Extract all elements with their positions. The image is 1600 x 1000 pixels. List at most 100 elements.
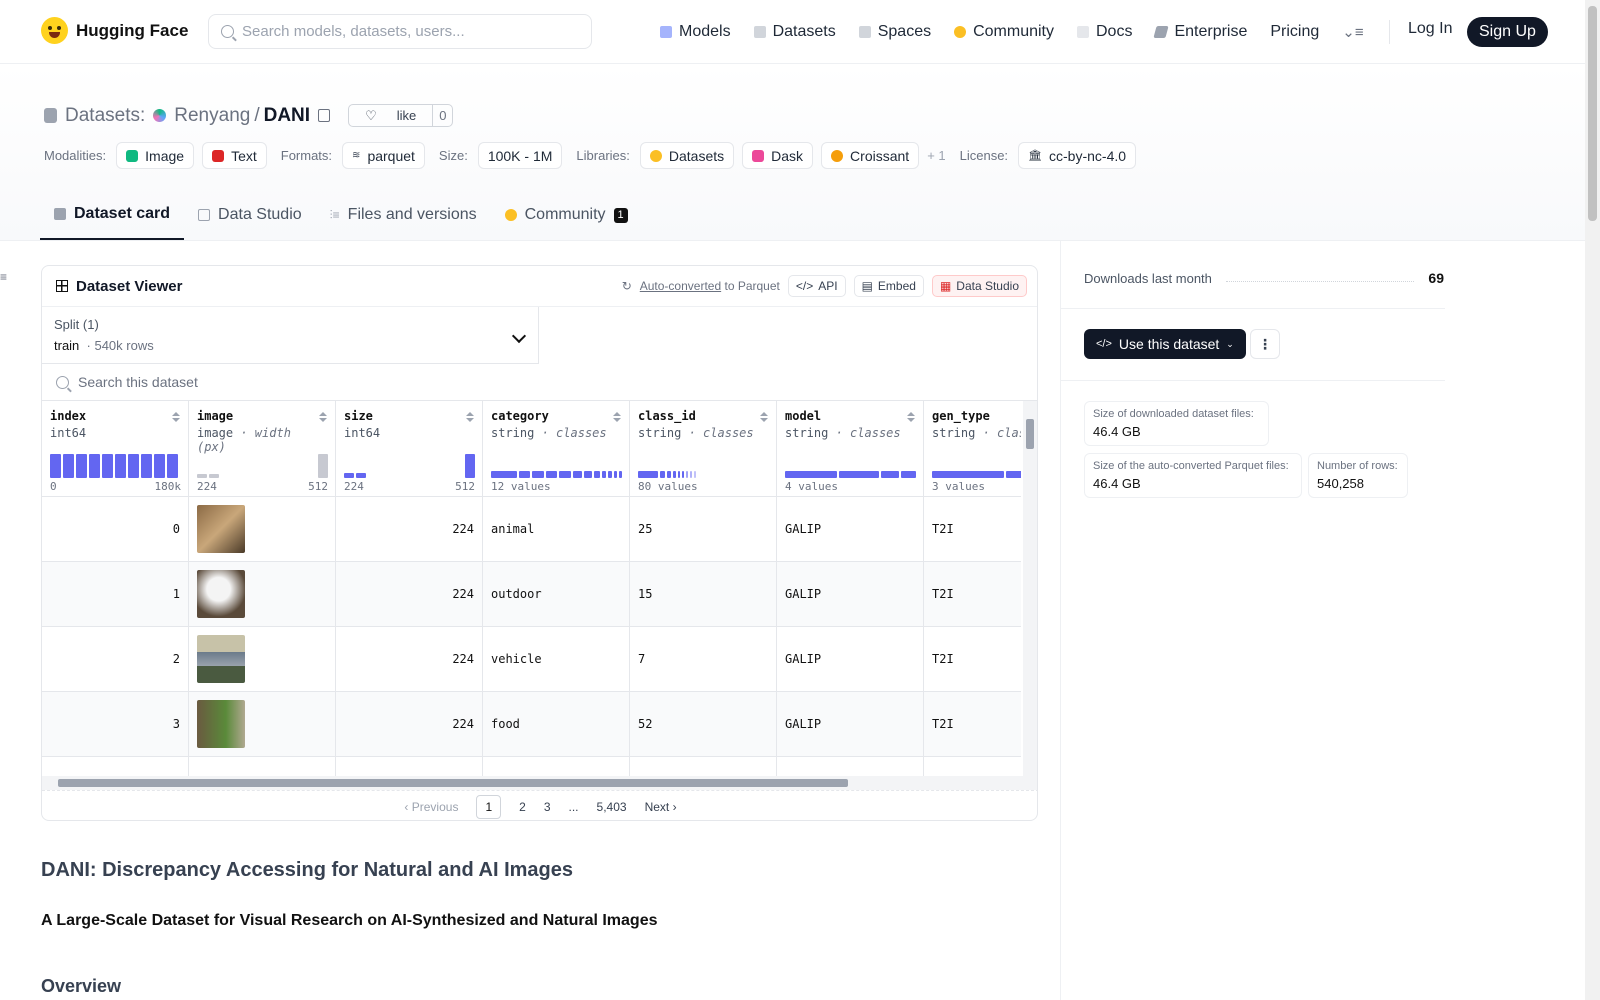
tag-image[interactable]: Image bbox=[116, 142, 195, 169]
viewer-search[interactable] bbox=[42, 364, 1037, 401]
sort-icon[interactable] bbox=[613, 412, 621, 422]
breadcrumb-owner[interactable]: Renyang bbox=[174, 104, 251, 126]
page-scrollbar[interactable] bbox=[1585, 0, 1600, 1000]
tag-croissant[interactable]: Croissant bbox=[821, 142, 920, 169]
like-button[interactable]: ♡ like 0 bbox=[348, 104, 454, 127]
table-cell[interactable]: animal bbox=[483, 497, 629, 562]
tab-data-studio[interactable]: Data Studio bbox=[184, 190, 316, 240]
table-cell[interactable]: 1 bbox=[42, 562, 188, 627]
sort-icon[interactable] bbox=[466, 412, 474, 422]
table-cell[interactable]: 3 bbox=[42, 692, 188, 757]
table-cell[interactable]: 52 bbox=[630, 692, 776, 757]
table-cell[interactable]: GALIP bbox=[777, 562, 923, 627]
table-cell[interactable] bbox=[189, 692, 335, 757]
column-header[interactable]: model string · classes 4 values bbox=[777, 401, 923, 497]
tag-parquet[interactable]: ≋ parquet bbox=[342, 142, 425, 169]
nav-docs[interactable]: Docs bbox=[1077, 23, 1132, 41]
signup-button[interactable]: Sign Up bbox=[1467, 17, 1548, 47]
column-header[interactable]: index int64 0 180k bbox=[42, 401, 188, 497]
table-cell[interactable]: vehicle bbox=[483, 627, 629, 692]
image-thumbnail[interactable] bbox=[197, 635, 245, 683]
nav-enterprise[interactable]: Enterprise bbox=[1153, 23, 1247, 41]
tab-dataset-card[interactable]: Dataset card bbox=[40, 190, 185, 240]
tag-dask[interactable]: Dask bbox=[742, 142, 814, 169]
page-button[interactable]: 1 bbox=[476, 794, 502, 819]
nav-spaces[interactable]: Spaces bbox=[858, 23, 932, 41]
table-cell[interactable]: 224 bbox=[336, 692, 482, 757]
column-header[interactable]: category string · classes 12 values bbox=[483, 401, 629, 497]
table-cell[interactable] bbox=[189, 497, 335, 562]
table-cell[interactable]: GALIP bbox=[777, 627, 923, 692]
next-page-button[interactable]: Next › bbox=[644, 799, 677, 814]
nav-models[interactable]: Models bbox=[660, 23, 731, 41]
nav-more-menu[interactable]: ⌄≡ bbox=[1342, 23, 1363, 41]
split-selector[interactable]: Split (1) train · 540k rows bbox=[42, 307, 539, 364]
table-cell[interactable]: outdoor bbox=[483, 562, 629, 627]
image-thumbnail[interactable] bbox=[197, 700, 245, 748]
table-cell[interactable]: 2 bbox=[42, 627, 188, 692]
use-dataset-button[interactable]: </> Use this dataset ⌄ bbox=[1084, 329, 1246, 359]
tag-image-label: Image bbox=[145, 147, 185, 164]
tag-text[interactable]: Text bbox=[202, 142, 267, 169]
sort-icon[interactable] bbox=[319, 412, 327, 422]
global-search-input[interactable] bbox=[242, 23, 572, 40]
toc-toggle-icon[interactable]: ≡ bbox=[0, 270, 8, 284]
api-button[interactable]: </> API bbox=[787, 275, 846, 297]
embed-button[interactable]: ▤ Embed bbox=[853, 275, 924, 297]
viewer-header: Dataset Viewer ↻ Auto-converted to Parqu… bbox=[42, 266, 1037, 307]
tab-community[interactable]: Community 1 bbox=[491, 190, 642, 240]
column-header[interactable]: size int64 224 512 bbox=[336, 401, 482, 497]
nav-links: Models Datasets Spaces Community Docs En… bbox=[660, 0, 1364, 64]
tag-datasets[interactable]: Datasets bbox=[639, 142, 735, 169]
column-header[interactable]: class_id string · classes 80 values bbox=[630, 401, 776, 497]
table-cell[interactable]: 0 bbox=[42, 497, 188, 562]
sort-icon[interactable] bbox=[172, 412, 180, 422]
viewer-search-input[interactable] bbox=[78, 374, 478, 390]
page-button[interactable]: 2 bbox=[519, 799, 526, 814]
table-cell[interactable]: 224 bbox=[336, 627, 482, 692]
column-header[interactable]: image image · width (px) 224 512 bbox=[189, 401, 335, 497]
nav-spaces-label: Spaces bbox=[877, 23, 932, 40]
tag-size[interactable]: 100K - 1M bbox=[477, 142, 563, 169]
breadcrumb-repo[interactable]: DANI bbox=[263, 104, 311, 126]
breadcrumb-section[interactable]: Datasets: bbox=[65, 104, 146, 126]
table-cell[interactable]: 25 bbox=[630, 497, 776, 562]
image-thumbnail[interactable] bbox=[197, 505, 245, 553]
table-horizontal-scrollbar[interactable] bbox=[42, 776, 1037, 790]
login-link[interactable]: Log In bbox=[1408, 20, 1453, 37]
table-cell[interactable]: GALIP bbox=[777, 497, 923, 562]
table-vertical-scrollbar[interactable] bbox=[1023, 401, 1037, 776]
sort-icon[interactable] bbox=[760, 412, 768, 422]
sort-icon[interactable] bbox=[907, 412, 915, 422]
nav-pricing[interactable]: Pricing bbox=[1270, 23, 1319, 41]
table-cell[interactable]: 224 bbox=[336, 497, 482, 562]
table-cell[interactable]: GALIP bbox=[777, 692, 923, 757]
table-cell[interactable]: T2I bbox=[924, 562, 1021, 627]
previous-page-button[interactable]: ‹ Previous bbox=[404, 799, 459, 814]
table-cell[interactable]: T2I bbox=[924, 497, 1021, 562]
table-cell[interactable] bbox=[189, 562, 335, 627]
image-thumbnail[interactable] bbox=[197, 570, 245, 618]
tab-files[interactable]: ⫶≡ Files and versions bbox=[316, 190, 491, 240]
brand-logo[interactable]: Hugging Face bbox=[41, 17, 188, 44]
table-cell[interactable]: 7 bbox=[630, 627, 776, 692]
column-header[interactable]: gen_type string · classes 3 values bbox=[924, 401, 1021, 497]
auto-converted-link[interactable]: Auto-converted bbox=[639, 279, 722, 293]
more-options-icon[interactable]: ⋮ bbox=[1250, 329, 1280, 359]
table-cell[interactable]: 15 bbox=[630, 562, 776, 627]
more-libraries[interactable]: + 1 bbox=[927, 148, 946, 163]
table-cell[interactable]: T2I bbox=[924, 627, 1021, 692]
copy-icon[interactable] bbox=[318, 109, 331, 122]
table-cell[interactable]: T2I bbox=[924, 692, 1021, 757]
page-button[interactable]: 3 bbox=[543, 799, 551, 814]
global-search[interactable] bbox=[208, 14, 592, 49]
nav-community[interactable]: Community bbox=[954, 23, 1054, 41]
range-min: 80 values bbox=[638, 480, 698, 493]
page-button[interactable]: 5,403 bbox=[596, 799, 627, 814]
table-cell[interactable] bbox=[189, 627, 335, 692]
nav-datasets[interactable]: Datasets bbox=[753, 23, 836, 41]
data-studio-button[interactable]: ▦ Data Studio bbox=[931, 275, 1027, 297]
table-cell[interactable]: food bbox=[483, 692, 629, 757]
tag-license[interactable]: 🏛 cc-by-nc-4.0 bbox=[1018, 142, 1137, 169]
table-cell[interactable]: 224 bbox=[336, 562, 482, 627]
